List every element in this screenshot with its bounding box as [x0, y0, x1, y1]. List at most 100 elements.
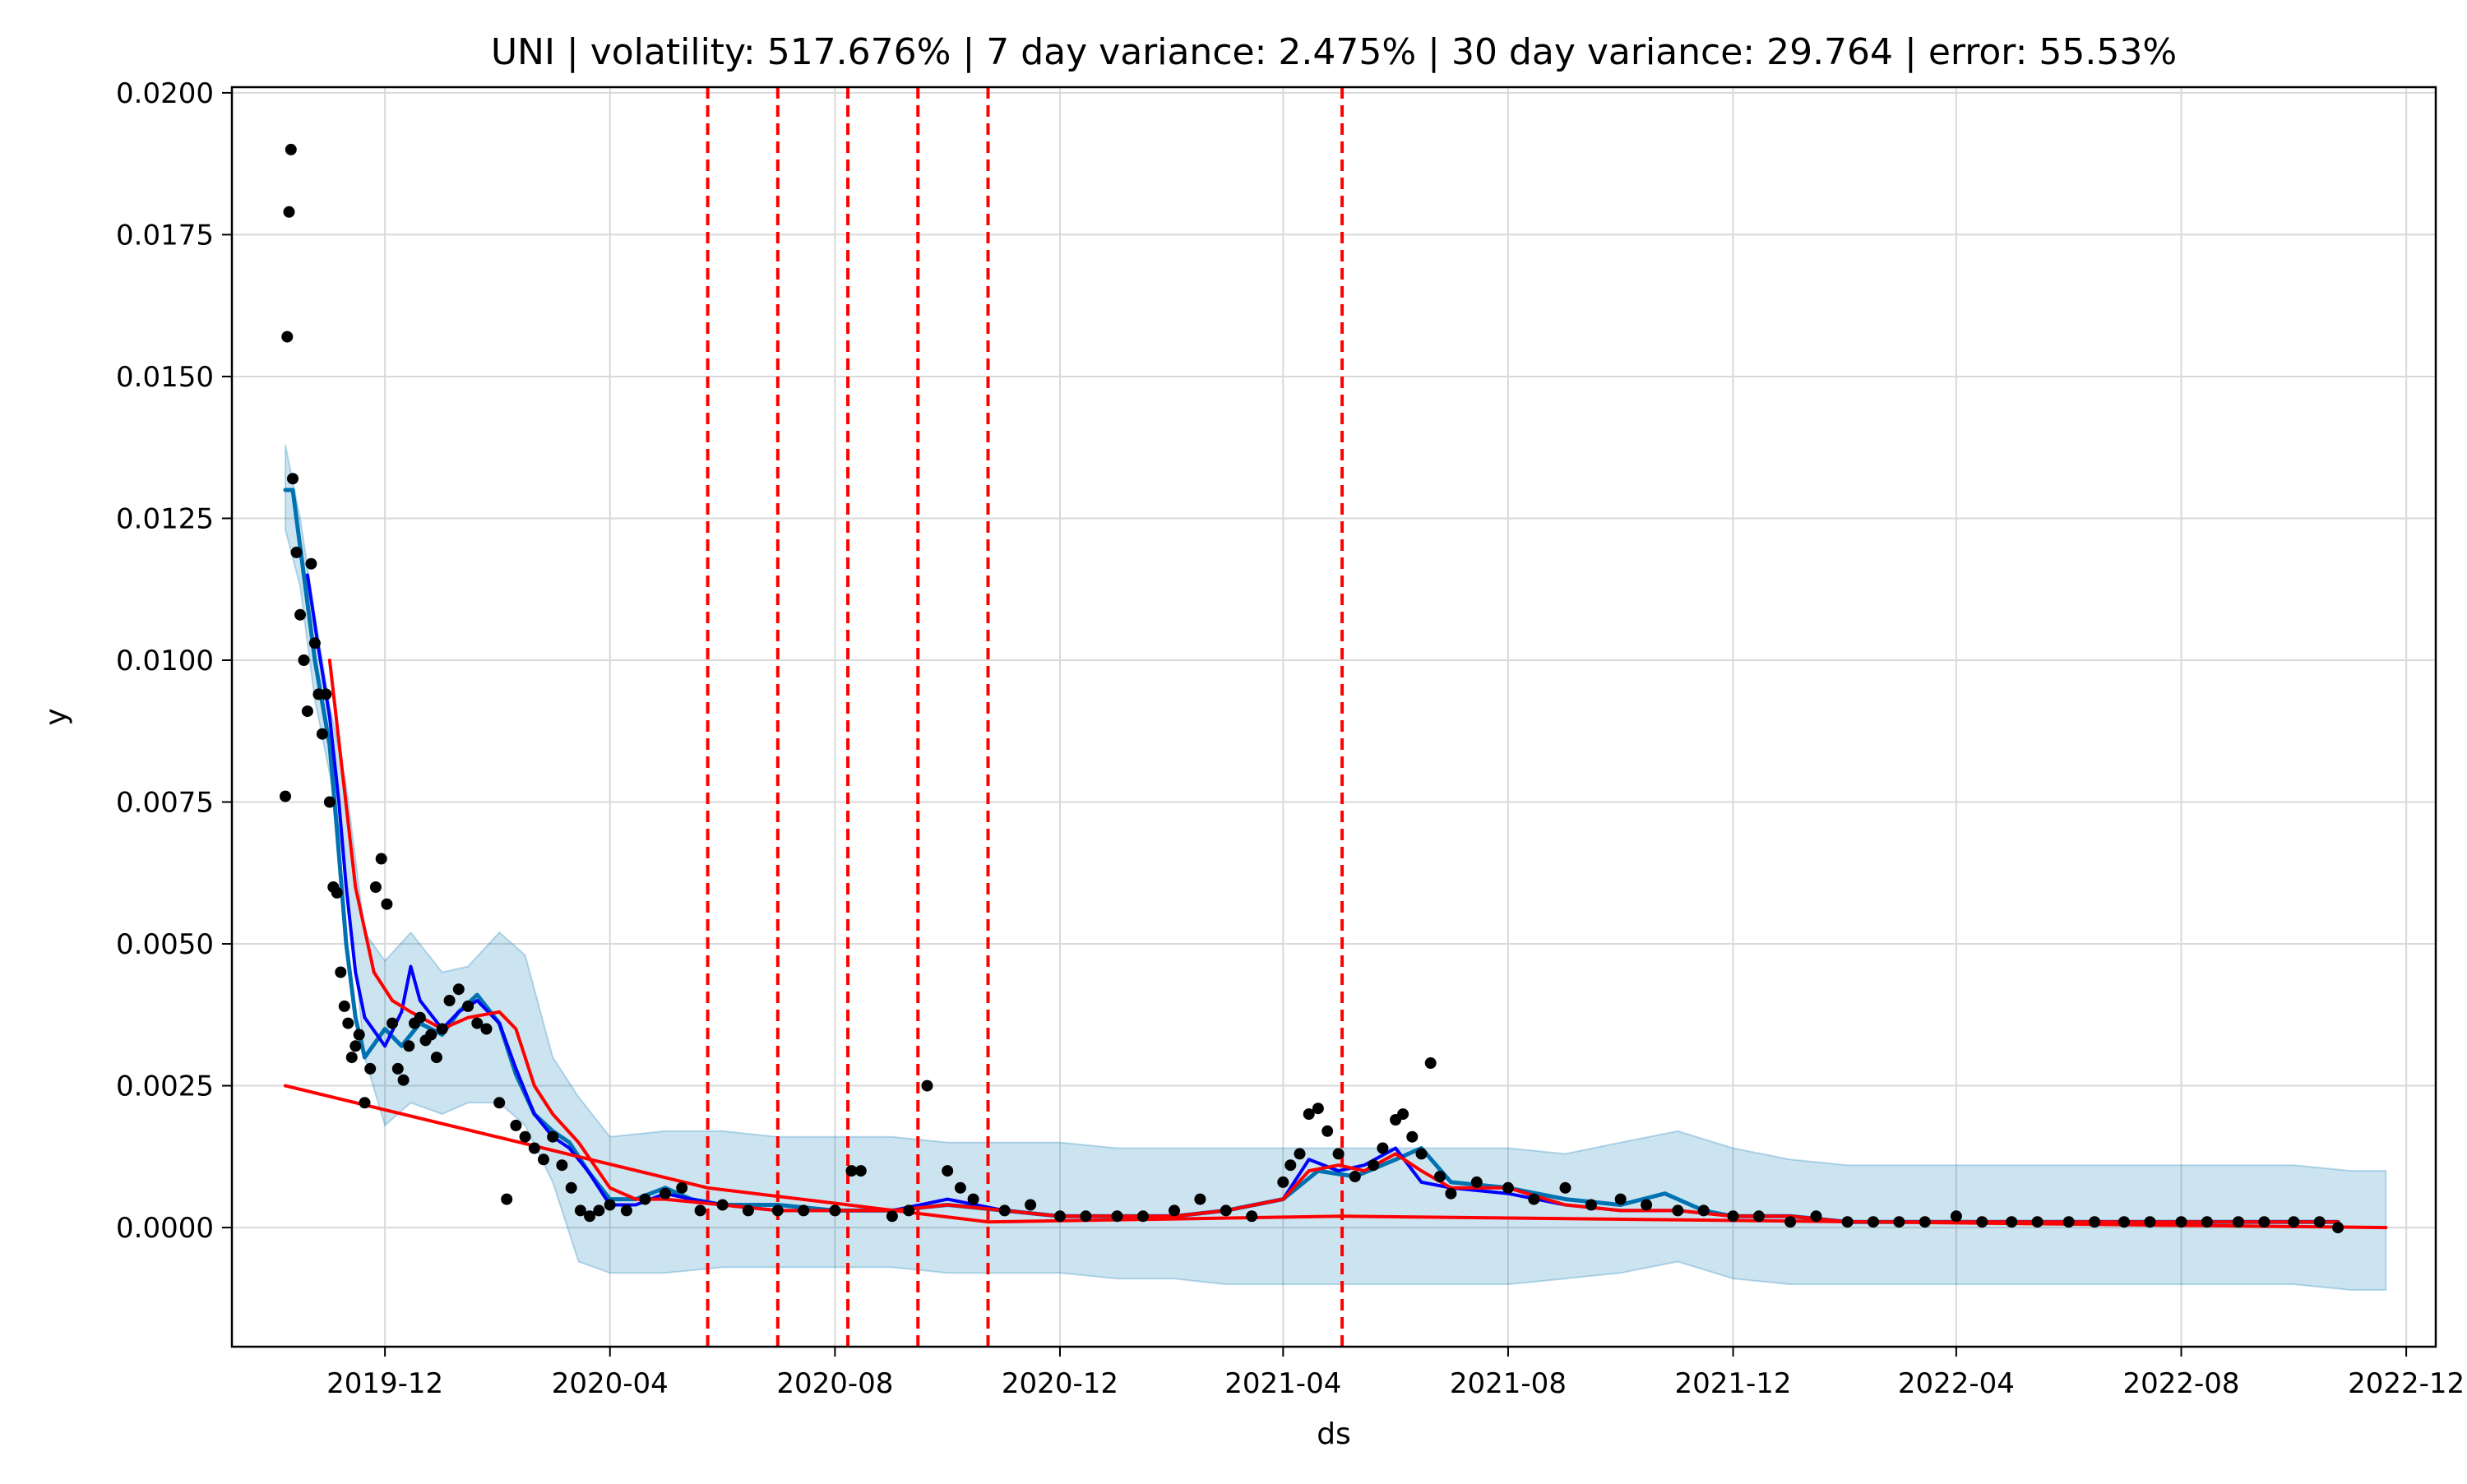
observed-point — [1111, 1210, 1123, 1223]
observed-point — [604, 1199, 616, 1211]
observed-point — [1277, 1176, 1289, 1188]
observed-point — [1919, 1216, 1931, 1228]
observed-point — [1397, 1108, 1409, 1121]
observed-point — [301, 705, 313, 718]
observed-point — [2233, 1216, 2244, 1228]
observed-points-layer — [280, 143, 2344, 1234]
y-tick-label: 0.0125 — [116, 502, 214, 535]
observed-point — [501, 1193, 513, 1205]
observed-point — [954, 1181, 966, 1194]
x-tick-label: 2022-04 — [1898, 1367, 2015, 1400]
observed-point — [2175, 1216, 2187, 1228]
observed-point — [2118, 1216, 2130, 1228]
uncertainty-band — [285, 444, 2387, 1291]
observed-point — [364, 1062, 377, 1075]
observed-point — [1321, 1125, 1334, 1137]
x-tick-label: 2021-08 — [1450, 1367, 1567, 1400]
observed-point — [1194, 1193, 1206, 1205]
observed-point — [1406, 1130, 1419, 1143]
observed-point — [1502, 1181, 1514, 1194]
y-tick-label: 0.0000 — [116, 1212, 214, 1245]
y-tick-label: 0.0075 — [116, 787, 214, 820]
observed-point — [1349, 1171, 1361, 1182]
observed-point — [287, 473, 299, 485]
observed-point — [391, 1062, 404, 1075]
observed-point — [2313, 1216, 2326, 1228]
observed-point — [1415, 1148, 1428, 1160]
x-axis-label: ds — [1317, 1417, 1351, 1451]
observed-point — [829, 1204, 841, 1217]
x-tick-label: 2022-08 — [2122, 1367, 2239, 1400]
observed-point — [2258, 1216, 2270, 1228]
observed-point — [1054, 1210, 1066, 1223]
observed-point — [538, 1153, 549, 1166]
observed-point — [639, 1193, 651, 1205]
observed-point — [2144, 1216, 2156, 1228]
changepoint-layer — [706, 87, 1345, 1347]
observed-point — [967, 1193, 979, 1205]
x-tick-label: 2020-08 — [776, 1367, 893, 1400]
observed-point — [1294, 1148, 1306, 1160]
observed-point — [335, 966, 347, 978]
observed-point — [1424, 1057, 1437, 1069]
x-tick-label: 2020-12 — [1002, 1367, 1118, 1400]
observed-point — [1284, 1159, 1297, 1172]
observed-point — [480, 1023, 493, 1035]
observed-point — [316, 728, 328, 740]
observed-point — [353, 1029, 365, 1041]
observed-point — [1368, 1159, 1380, 1172]
observed-point — [2062, 1216, 2075, 1228]
y-tick-label: 0.0200 — [116, 77, 214, 110]
observed-point — [1672, 1204, 1684, 1217]
y-tick-label: 0.0150 — [116, 361, 214, 394]
observed-point — [1614, 1193, 1627, 1205]
observed-point — [452, 983, 465, 996]
observed-point — [676, 1181, 688, 1194]
observed-point — [1136, 1210, 1149, 1223]
trend-line — [284, 1084, 2388, 1230]
observed-point — [1377, 1142, 1389, 1154]
observed-point — [921, 1079, 933, 1092]
observed-point — [1303, 1108, 1315, 1121]
x-tick-label: 2019-12 — [326, 1367, 443, 1400]
observed-point — [528, 1142, 540, 1154]
observed-point — [471, 1017, 484, 1029]
observed-point — [1868, 1216, 1879, 1228]
observed-point — [1332, 1148, 1345, 1160]
observed-point — [694, 1204, 706, 1217]
observed-point — [320, 688, 332, 700]
observed-point — [493, 1097, 506, 1109]
observed-point — [620, 1204, 632, 1217]
observed-point — [349, 1040, 362, 1052]
observed-point — [1727, 1210, 1739, 1223]
observed-point — [845, 1165, 858, 1177]
observed-point — [771, 1204, 784, 1217]
observed-point — [280, 790, 291, 802]
x-tick-label: 2021-04 — [1224, 1367, 1341, 1400]
observed-point — [2006, 1216, 2018, 1228]
observed-point — [386, 1017, 399, 1029]
observed-point — [2332, 1222, 2344, 1234]
observed-point — [660, 1187, 671, 1200]
observed-point — [298, 654, 310, 666]
x-tick-label: 2020-04 — [552, 1367, 669, 1400]
observed-point — [430, 1052, 442, 1064]
axis-layer: 2019-12 2020-04 2020-08 2020-12 2021-04 2021-… — [116, 77, 2465, 1400]
observed-point — [1641, 1199, 1653, 1211]
observed-point — [1893, 1216, 1905, 1228]
uncertainty-layer — [285, 444, 2387, 1291]
observed-point — [1445, 1187, 1457, 1200]
observed-point — [397, 1074, 410, 1086]
observed-point — [1950, 1210, 1962, 1223]
observed-point — [2201, 1216, 2213, 1228]
observed-point — [716, 1199, 729, 1211]
observed-point — [436, 1023, 448, 1035]
observed-point — [1976, 1216, 1988, 1228]
observed-point — [1169, 1204, 1180, 1217]
observed-point — [285, 143, 297, 155]
observed-point — [375, 853, 387, 865]
observed-point — [1528, 1193, 1540, 1205]
observed-point — [998, 1204, 1011, 1217]
observed-point — [2089, 1216, 2101, 1228]
